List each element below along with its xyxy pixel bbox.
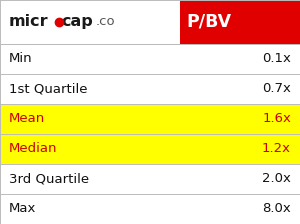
Bar [0, 164, 300, 194]
Text: 2.0x: 2.0x [262, 172, 291, 185]
Text: 8.0x: 8.0x [262, 202, 291, 215]
Bar [0, 194, 300, 224]
Text: micr: micr [9, 14, 49, 29]
Text: Max: Max [9, 202, 36, 215]
Bar [0, 0, 180, 44]
Text: Median: Median [9, 142, 58, 155]
Text: .co: .co [96, 15, 116, 28]
Bar [0, 104, 300, 134]
Text: 1.2x: 1.2x [262, 142, 291, 155]
Text: cap: cap [61, 14, 93, 29]
Text: 3rd Quartile: 3rd Quartile [9, 172, 89, 185]
Bar [0, 44, 300, 74]
Text: P/BV: P/BV [186, 13, 231, 31]
Bar [180, 0, 300, 44]
Text: 1st Quartile: 1st Quartile [9, 82, 88, 95]
Bar [0, 74, 300, 104]
Text: 0.7x: 0.7x [262, 82, 291, 95]
Text: 1.6x: 1.6x [262, 112, 291, 125]
Text: 0.1x: 0.1x [262, 52, 291, 65]
Text: Min: Min [9, 52, 33, 65]
Bar [0, 134, 300, 164]
Text: Mean: Mean [9, 112, 45, 125]
